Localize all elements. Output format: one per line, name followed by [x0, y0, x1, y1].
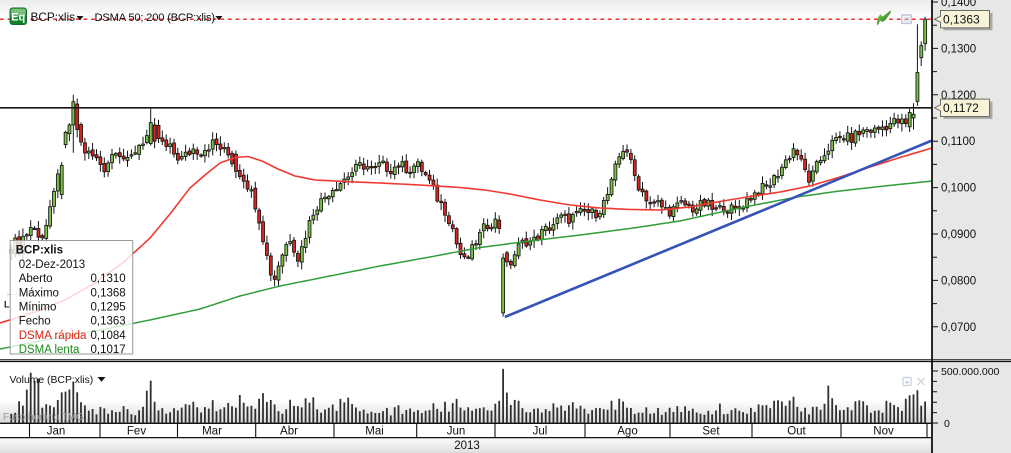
svg-text:Jul: Jul: [533, 426, 548, 438]
svg-text:0,1017: 0,1017: [91, 344, 126, 356]
svg-text:Aberto: Aberto: [19, 273, 53, 285]
svg-text:500.000.000: 500.000.000: [941, 366, 1000, 378]
svg-text:0,1400: 0,1400: [941, 0, 976, 9]
svg-text:Jan: Jan: [47, 426, 66, 438]
svg-text:Jun: Jun: [447, 426, 466, 438]
svg-text:0: 0: [944, 418, 950, 430]
svg-text:0,1295: 0,1295: [91, 302, 126, 314]
svg-text:Máximo: Máximo: [19, 287, 59, 299]
svg-text:0,1310: 0,1310: [91, 273, 126, 285]
svg-text:L: L: [4, 300, 10, 310]
svg-text:Mai: Mai: [365, 426, 384, 438]
svg-text:0,1363: 0,1363: [943, 13, 980, 27]
svg-text:0,1172: 0,1172: [943, 101, 979, 115]
svg-text:0,0800: 0,0800: [941, 275, 976, 287]
svg-text:DSMA rápida: DSMA rápida: [19, 330, 87, 342]
svg-text:Eq: Eq: [11, 12, 25, 24]
svg-text:Mínimo: Mínimo: [19, 302, 57, 314]
svg-text:0,1000: 0,1000: [941, 183, 976, 195]
svg-text:BCP:xlis: BCP:xlis: [16, 245, 63, 257]
svg-text:0,1084: 0,1084: [91, 330, 127, 342]
svg-text:Out: Out: [787, 426, 806, 438]
svg-text:02-Dez-2013: 02-Dez-2013: [19, 259, 85, 271]
svg-text:Mar: Mar: [202, 426, 222, 438]
svg-text:Volume (BCP:xlis): Volume (BCP:xlis): [10, 375, 94, 386]
svg-text:BCP:xlis: BCP:xlis: [31, 10, 76, 24]
svg-text:Fecho: Fecho: [19, 316, 51, 328]
svg-text:0,1300: 0,1300: [941, 43, 976, 55]
svg-text:DSMA lenta: DSMA lenta: [19, 344, 80, 356]
svg-text:2013: 2013: [454, 440, 480, 452]
svg-text:Nov: Nov: [873, 426, 894, 438]
svg-text:Abr: Abr: [280, 426, 298, 438]
svg-text:Fuso horário TMG: Fuso horário TMG: [3, 412, 84, 423]
svg-text:0,1100: 0,1100: [941, 136, 975, 148]
svg-text:0,1368: 0,1368: [91, 287, 126, 299]
svg-text:DSMA 50; 200 (BCP:xlis): DSMA 50; 200 (BCP:xlis): [95, 12, 216, 24]
svg-text:Set: Set: [702, 426, 720, 438]
svg-text:0,0700: 0,0700: [941, 322, 976, 334]
svg-text:Fev: Fev: [127, 426, 146, 438]
svg-text:Ago: Ago: [617, 426, 637, 438]
svg-text:0,0900: 0,0900: [941, 229, 976, 241]
svg-text:0,1363: 0,1363: [91, 316, 126, 328]
